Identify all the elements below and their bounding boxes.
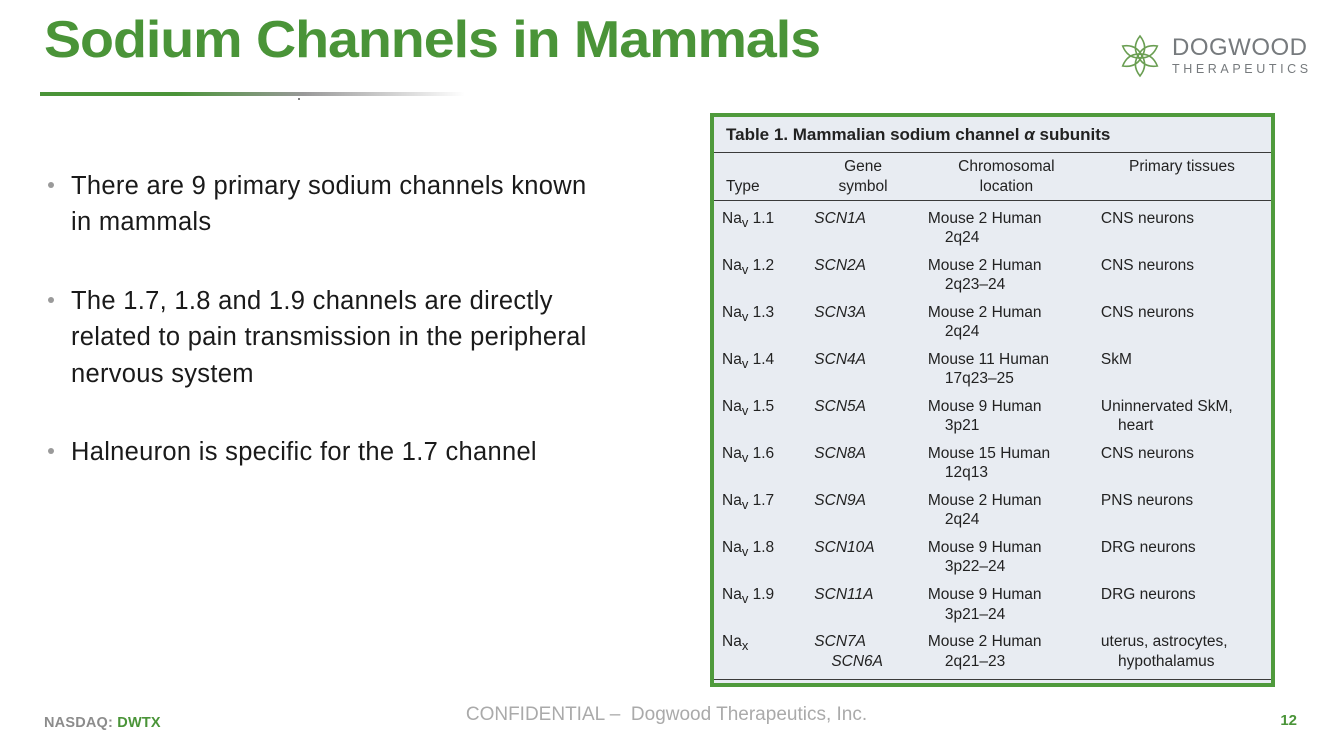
svg-text:DOGWOOD: DOGWOOD: [1172, 34, 1308, 61]
svg-text:THERAPEUTICS: THERAPEUTICS: [1172, 62, 1308, 76]
